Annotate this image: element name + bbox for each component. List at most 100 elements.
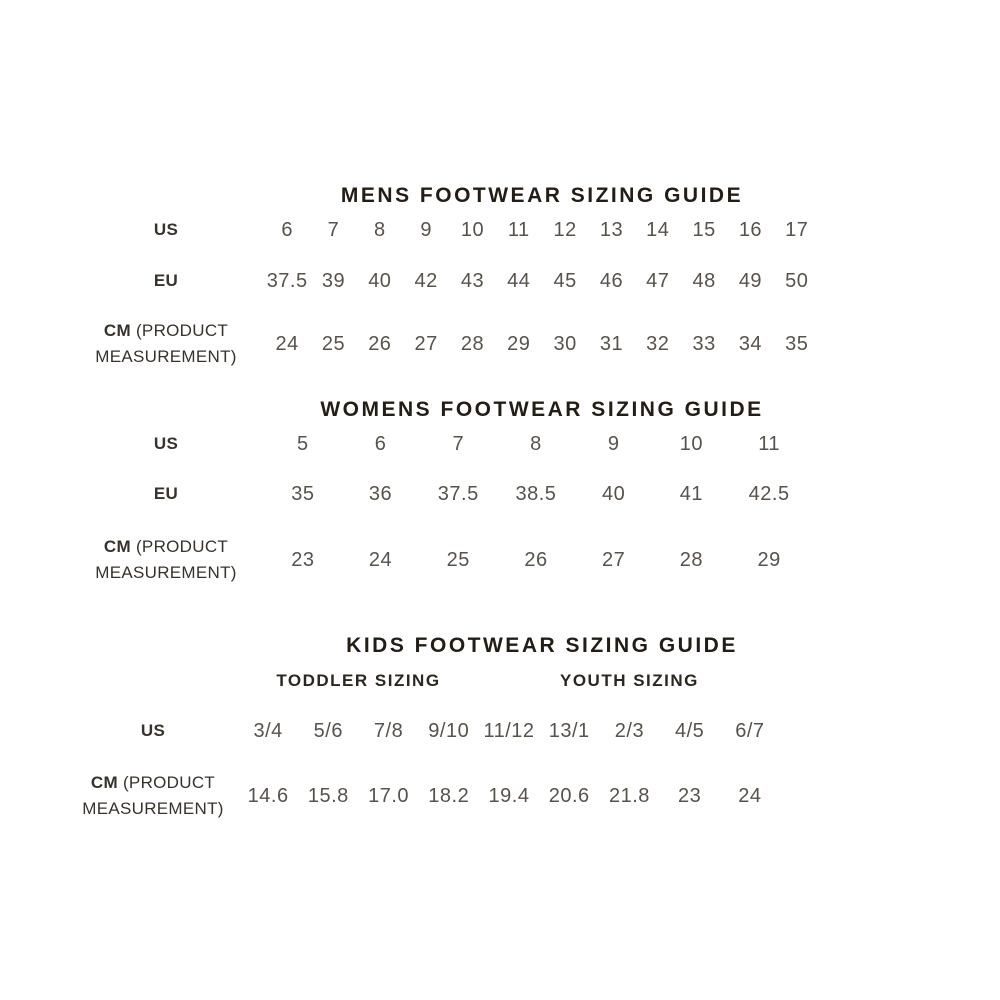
- size-value: 26: [368, 332, 392, 355]
- size-value: 39: [321, 269, 346, 292]
- size-value: 30: [553, 332, 577, 355]
- row-label-us: US: [68, 209, 264, 251]
- size-value: 24: [368, 548, 393, 571]
- size-value: 25: [446, 548, 470, 571]
- size-value: 20.6: [548, 784, 590, 807]
- mens-sizing-section: MENS FOOTWEAR SIZING GUIDE US 6 7 8 9 10 11 12…: [68, 183, 968, 377]
- size-value: 19.4: [488, 784, 530, 807]
- table-row: EU 35 36 37.5 38.5 40 41 42.5: [68, 465, 808, 523]
- mens-guide-title: MENS FOOTWEAR SIZING GUIDE: [340, 184, 744, 207]
- size-value: 16: [738, 218, 763, 241]
- size-value: 5/6: [313, 719, 343, 742]
- size-value: 23: [678, 784, 702, 807]
- size-value: 45: [553, 269, 577, 292]
- size-value: 34: [738, 332, 763, 355]
- size-value: 41: [679, 482, 703, 505]
- size-value: 42: [414, 269, 438, 292]
- size-value: 44: [507, 269, 531, 292]
- size-value: 50: [785, 269, 809, 292]
- row-label-text: US: [153, 433, 179, 453]
- size-value: 46: [599, 269, 624, 292]
- size-value: 2/3: [614, 719, 645, 742]
- size-value: 12: [553, 218, 577, 241]
- size-value: 29: [757, 548, 781, 571]
- size-value: 15.8: [307, 784, 349, 807]
- toddler-sizing-header: TODDLER SIZING: [276, 671, 441, 690]
- row-label-text: CM: [103, 320, 131, 340]
- size-value: 48: [692, 269, 716, 292]
- row-label-cm: CM (PRODUCT MEASUREMENT): [68, 523, 264, 597]
- size-value: 15: [692, 218, 716, 241]
- size-value: 47: [646, 269, 670, 292]
- size-value: 9: [607, 432, 620, 455]
- size-value: 37.5: [437, 482, 479, 505]
- size-value: 11/12: [483, 719, 535, 742]
- row-label-suffix: (PRODUCT MEASUREMENT): [95, 536, 237, 582]
- womens-sizing-table: US 5 6 7 8 9 10 11 EU 35 36 37.5 38.5 40 41 42.5 CM …: [68, 423, 808, 597]
- womens-guide-title: WOMENS FOOTWEAR SIZING GUIDE: [320, 398, 764, 421]
- kids-sizing-section: KIDS FOOTWEAR SIZING GUIDE TODDLER SIZIN…: [68, 633, 968, 833]
- kids-sizing-table: TODDLER SIZING YOUTH SIZING US 3/4 5/6 7/8…: [68, 659, 780, 833]
- size-value: 6: [374, 432, 387, 455]
- mens-sizing-table: US 6 7 8 9 10 11 12 13 14 15 16 17 EU 37.5 39 40 42 43 4…: [68, 209, 820, 377]
- table-row: US 3/4 5/6 7/8 9/10 11/12 13/1 2/3 4/5 6/7: [68, 703, 780, 759]
- size-value: 14: [646, 218, 670, 241]
- kids-guide-title: KIDS FOOTWEAR SIZING GUIDE: [346, 634, 738, 657]
- row-label-text: CM: [103, 536, 131, 556]
- row-label-eu: EU: [68, 251, 264, 311]
- size-value: 23: [291, 548, 315, 571]
- row-label-suffix: (PRODUCT MEASUREMENT): [95, 320, 237, 366]
- size-value: 10: [460, 218, 485, 241]
- table-row: US 6 7 8 9 10 11 12 13 14 15 16 17: [68, 209, 820, 251]
- size-value: 28: [460, 332, 485, 355]
- size-value: 8: [374, 218, 386, 241]
- size-value: 33: [692, 332, 716, 355]
- size-value: 36: [368, 482, 393, 505]
- size-value: 24: [275, 332, 299, 355]
- row-label-suffix: (PRODUCT MEASUREMENT): [82, 772, 224, 818]
- size-value: 17.0: [368, 784, 410, 807]
- table-row: US 5 6 7 8 9 10 11: [68, 423, 808, 465]
- size-value: 6: [281, 218, 293, 241]
- youth-sizing-header: YOUTH SIZING: [559, 671, 699, 690]
- table-row: EU 37.5 39 40 42 43 44 45 46 47 48 49 50: [68, 251, 820, 311]
- size-value: 10: [679, 432, 703, 455]
- size-value: 6/7: [735, 719, 765, 742]
- size-value: 18.2: [428, 784, 470, 807]
- row-label-text: EU: [153, 270, 179, 290]
- size-value: 38.5: [515, 482, 557, 505]
- table-row: TODDLER SIZING YOUTH SIZING: [68, 659, 780, 703]
- row-label-us: US: [68, 703, 238, 759]
- size-value: 9/10: [428, 719, 470, 742]
- size-value: 40: [368, 269, 392, 292]
- size-value: 37.5: [266, 269, 308, 292]
- size-value: 26: [524, 548, 548, 571]
- table-row: CM (PRODUCT MEASUREMENT) 14.6 15.8 17.0 18.…: [68, 759, 780, 833]
- size-value: 7/8: [373, 719, 404, 742]
- row-label-text: US: [153, 219, 179, 239]
- size-value: 42.5: [748, 482, 790, 505]
- row-label-us: US: [68, 423, 264, 465]
- sizing-guide-page: MENS FOOTWEAR SIZING GUIDE US 6 7 8 9 10 11 12…: [68, 0, 968, 833]
- row-label-cm: CM (PRODUCT MEASUREMENT): [68, 311, 264, 377]
- size-value: 11: [507, 218, 530, 241]
- size-value: 8: [530, 432, 542, 455]
- size-value: 32: [646, 332, 670, 355]
- size-value: 29: [507, 332, 531, 355]
- row-label-cm: CM (PRODUCT MEASUREMENT): [68, 759, 238, 833]
- size-value: 7: [327, 218, 340, 241]
- size-value: 21.8: [608, 784, 650, 807]
- size-value: 28: [679, 548, 703, 571]
- row-label-text: US: [140, 720, 166, 740]
- womens-sizing-section: WOMENS FOOTWEAR SIZING GUIDE US 5 6 7 8 9 10 1…: [68, 397, 968, 597]
- table-row: CM (PRODUCT MEASUREMENT) 23 24 25 26 27 28 29: [68, 523, 808, 597]
- size-value: 25: [321, 332, 346, 355]
- size-value: 40: [602, 482, 626, 505]
- row-label-text: CM: [90, 772, 118, 792]
- size-value: 17: [785, 218, 809, 241]
- table-row: CM (PRODUCT MEASUREMENT) 24 25 26 27 28 29 30 3…: [68, 311, 820, 377]
- row-label-text: EU: [153, 483, 179, 503]
- size-value: 14.6: [247, 784, 289, 807]
- row-label-eu: EU: [68, 465, 264, 523]
- size-value: 4/5: [674, 719, 705, 742]
